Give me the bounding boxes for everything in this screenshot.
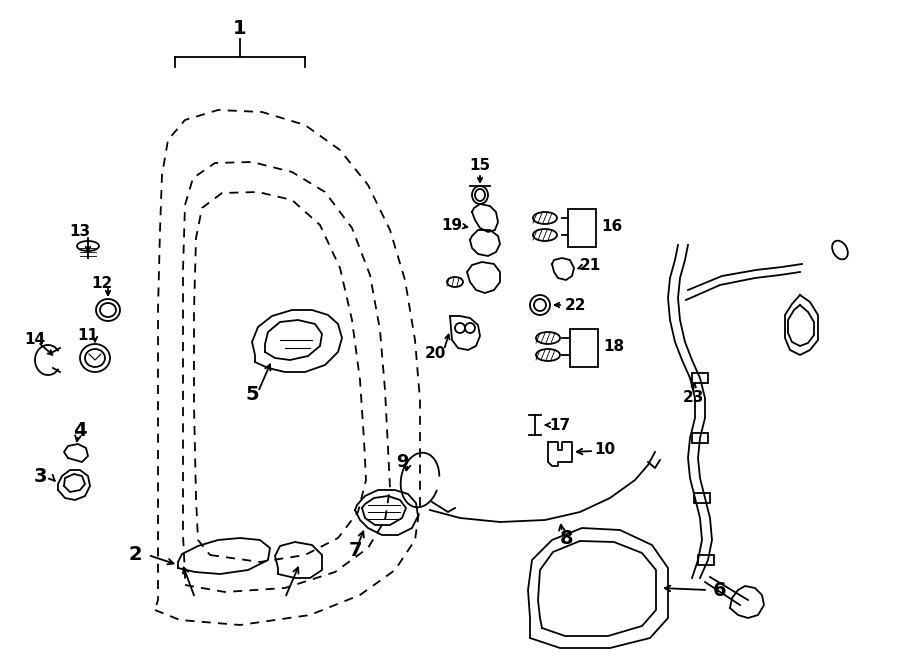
Ellipse shape [536,332,560,344]
Bar [570,329,598,367]
Bar [694,493,710,503]
Ellipse shape [447,277,463,287]
Ellipse shape [534,299,546,311]
Text: 20: 20 [424,346,446,361]
Circle shape [465,323,475,333]
Bar [692,433,708,443]
Bar [692,373,708,383]
Text: 19: 19 [441,218,463,232]
Text: 23: 23 [682,391,704,406]
Text: 5: 5 [245,385,259,404]
Text: 15: 15 [470,158,490,173]
Bar [698,555,714,565]
Bar [568,209,596,247]
Ellipse shape [100,303,116,317]
Text: 9: 9 [396,453,409,471]
Text: 14: 14 [24,332,46,348]
Text: 18: 18 [603,339,625,354]
Circle shape [455,323,465,333]
Text: 3: 3 [33,467,47,485]
Ellipse shape [96,299,120,321]
Ellipse shape [530,295,550,315]
Text: 4: 4 [73,420,86,440]
Text: 16: 16 [601,219,623,234]
Ellipse shape [832,241,848,260]
Ellipse shape [533,229,557,241]
Text: 8: 8 [560,528,574,547]
Text: 21: 21 [580,258,600,273]
Ellipse shape [80,344,110,372]
Text: 11: 11 [77,328,98,342]
Text: 6: 6 [713,581,727,600]
Ellipse shape [77,241,99,251]
Text: 13: 13 [69,224,91,240]
Ellipse shape [536,349,560,361]
Ellipse shape [533,212,557,224]
Text: 10: 10 [594,442,616,457]
Ellipse shape [472,186,488,204]
Text: 1: 1 [233,19,247,38]
Text: 17: 17 [549,418,571,432]
Text: 12: 12 [92,277,112,291]
Ellipse shape [85,349,105,367]
Text: 22: 22 [564,297,586,312]
Ellipse shape [475,189,485,201]
Text: 2: 2 [128,545,142,565]
Text: 7: 7 [348,540,362,559]
